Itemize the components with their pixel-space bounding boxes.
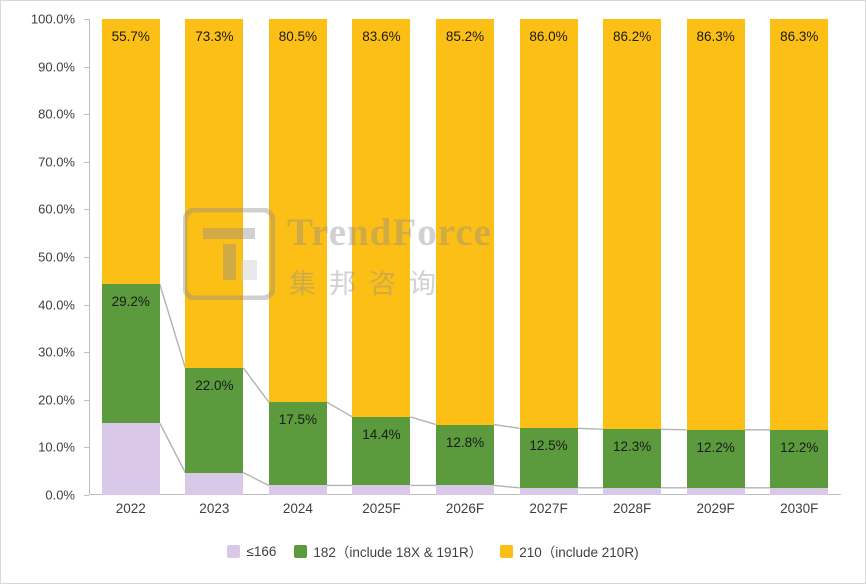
plot-area: 29.2% 55.7% 22.0% 73.3% 17.5% 80.5% 14.4% 83.6%…	[89, 19, 841, 495]
bar-stack[interactable]: 12.5% 86.0%	[519, 19, 578, 495]
legend-label: 210（include 210R)	[519, 545, 639, 560]
bar-segment[interactable]	[352, 485, 411, 495]
bar-value-label: 22.0%	[195, 377, 234, 393]
bar-segment[interactable]	[185, 367, 244, 473]
legend-item[interactable]: 210（include 210R)	[500, 541, 639, 561]
legend-label: 182（include 18X & 191R）	[313, 545, 483, 560]
x-axis: 2022 2023 2024 2025F 2026F 2027F 2028F 2029F 203…	[89, 501, 841, 525]
x-axis-tick-label: 2029F	[696, 501, 735, 516]
y-axis-tick-mark	[84, 447, 89, 449]
bar-segment[interactable]	[519, 428, 578, 488]
y-axis-tick-label: 100.0%	[30, 11, 75, 27]
legend-item[interactable]: ≤166	[227, 544, 276, 559]
y-axis-tick-mark	[84, 352, 89, 354]
bar-value-label: 12.2%	[780, 439, 819, 455]
y-axis-tick-label: 90.0%	[38, 59, 75, 75]
bar-stack[interactable]: 22.0% 73.3%	[185, 19, 244, 495]
bar-segment[interactable]	[268, 19, 327, 403]
y-axis-tick-label: 40.0%	[38, 297, 75, 313]
y-axis-tick-label: 70.0%	[38, 154, 75, 170]
bar-value-label: 29.2%	[111, 294, 150, 310]
bar-segment[interactable]	[352, 416, 411, 486]
bar-segment[interactable]	[770, 429, 829, 488]
bar-stack[interactable]: 17.5% 80.5%	[268, 19, 327, 495]
x-axis-tick-label: 2023	[199, 501, 230, 516]
bar-value-label: 12.5%	[529, 438, 568, 454]
y-axis-tick-mark	[84, 161, 89, 163]
bar-stack[interactable]: 14.4% 83.6%	[352, 19, 411, 495]
x-axis-tick-label: 2022	[115, 501, 146, 516]
bar-segment[interactable]	[603, 429, 662, 488]
bar-segment[interactable]	[436, 19, 494, 425]
y-axis-tick-mark	[84, 19, 89, 20]
legend-swatch-icon	[227, 544, 241, 558]
x-axis-tick-label: 2024	[282, 501, 313, 516]
bar-segment[interactable]	[603, 487, 662, 495]
bar-segment[interactable]	[101, 423, 160, 495]
y-axis-tick-mark	[84, 257, 89, 258]
y-axis-tick-mark	[84, 399, 89, 401]
bar-segment[interactable]	[686, 487, 745, 495]
bar-segment[interactable]	[686, 19, 745, 430]
x-axis-tick-label: 2027F	[529, 501, 568, 516]
legend-label: ≤166	[246, 543, 277, 559]
chart-legend: ≤166 182（include 18X & 191R） 210（include 2…	[1, 541, 865, 561]
bar-segment[interactable]	[519, 19, 578, 429]
legend-item[interactable]: 182（include 18X & 191R）	[294, 541, 482, 561]
y-axis-tick-label: 60.0%	[38, 201, 75, 217]
bar-segment[interactable]	[101, 19, 160, 285]
bar-value-label: 86.0%	[529, 29, 568, 44]
y-axis-tick-mark	[84, 209, 89, 211]
y-axis-tick-label: 50.0%	[38, 249, 75, 265]
bar-stack[interactable]: 12.2% 86.3%	[770, 19, 829, 495]
bar-value-label: 80.5%	[278, 29, 318, 44]
x-axis-tick-label: 2028F	[612, 501, 652, 516]
y-axis-tick-mark	[84, 66, 89, 68]
legend-swatch-icon	[500, 544, 514, 558]
bar-stack[interactable]: 12.2% 86.3%	[686, 19, 745, 495]
bar-segment[interactable]	[436, 485, 494, 495]
bar-segment[interactable]	[436, 424, 494, 486]
y-axis-tick-label: 30.0%	[38, 344, 75, 360]
y-axis-tick-label: 20.0%	[38, 392, 75, 408]
bar-value-label: 14.4%	[362, 426, 401, 442]
y-axis-tick-label: 0.0%	[45, 487, 75, 503]
y-axis-tick-label: 10.0%	[38, 439, 75, 455]
bar-value-label: 55.7%	[111, 29, 150, 44]
bar-value-label: 12.2%	[696, 439, 735, 455]
bar-segment[interactable]	[770, 19, 829, 430]
bar-segment[interactable]	[268, 485, 327, 495]
bar-segment[interactable]	[770, 487, 829, 495]
bar-value-label: 86.3%	[696, 29, 735, 44]
bar-stack[interactable]: 12.8% 85.2%	[436, 19, 494, 495]
y-axis-tick-mark	[84, 304, 89, 306]
y-axis-tick-mark	[84, 495, 89, 496]
bar-value-label: 73.3%	[195, 29, 234, 44]
bar-value-label: 83.6%	[362, 29, 401, 44]
bar-segment[interactable]	[603, 19, 662, 430]
bar-segment[interactable]	[185, 19, 244, 368]
bar-segment[interactable]	[101, 284, 160, 424]
bar-value-label: 17.5%	[278, 412, 318, 428]
bar-segment[interactable]	[185, 472, 244, 495]
bar-segment[interactable]	[268, 402, 327, 486]
bar-stack[interactable]: 29.2% 55.7%	[101, 19, 160, 495]
legend-swatch-icon	[294, 544, 308, 558]
x-axis-tick-label: 2026F	[445, 501, 485, 516]
bar-value-label: 12.8%	[445, 434, 485, 450]
x-axis-tick-label: 2025F	[362, 501, 401, 516]
bar-segment[interactable]	[519, 487, 578, 495]
bar-value-label: 86.2%	[612, 29, 652, 44]
bar-segment[interactable]	[686, 429, 745, 488]
bar-stack[interactable]: 12.3% 86.2%	[603, 19, 662, 495]
bar-value-label: 12.3%	[612, 439, 652, 455]
bar-value-label: 85.2%	[445, 29, 485, 44]
bar-segment[interactable]	[352, 19, 411, 417]
y-axis-tick-mark	[84, 114, 89, 116]
x-axis-tick-label: 2030F	[780, 501, 819, 516]
y-axis-tick-label: 80.0%	[38, 106, 75, 122]
y-axis: 0.0% 10.0% 20.0% 30.0% 40.0% 50.0% 60.0% 70.0% 8…	[1, 12, 89, 503]
bar-value-label: 86.3%	[780, 29, 819, 44]
